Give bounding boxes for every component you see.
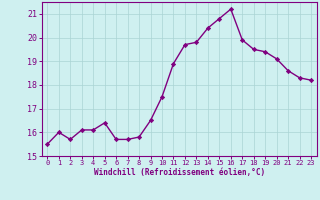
X-axis label: Windchill (Refroidissement éolien,°C): Windchill (Refroidissement éolien,°C)	[94, 168, 265, 177]
